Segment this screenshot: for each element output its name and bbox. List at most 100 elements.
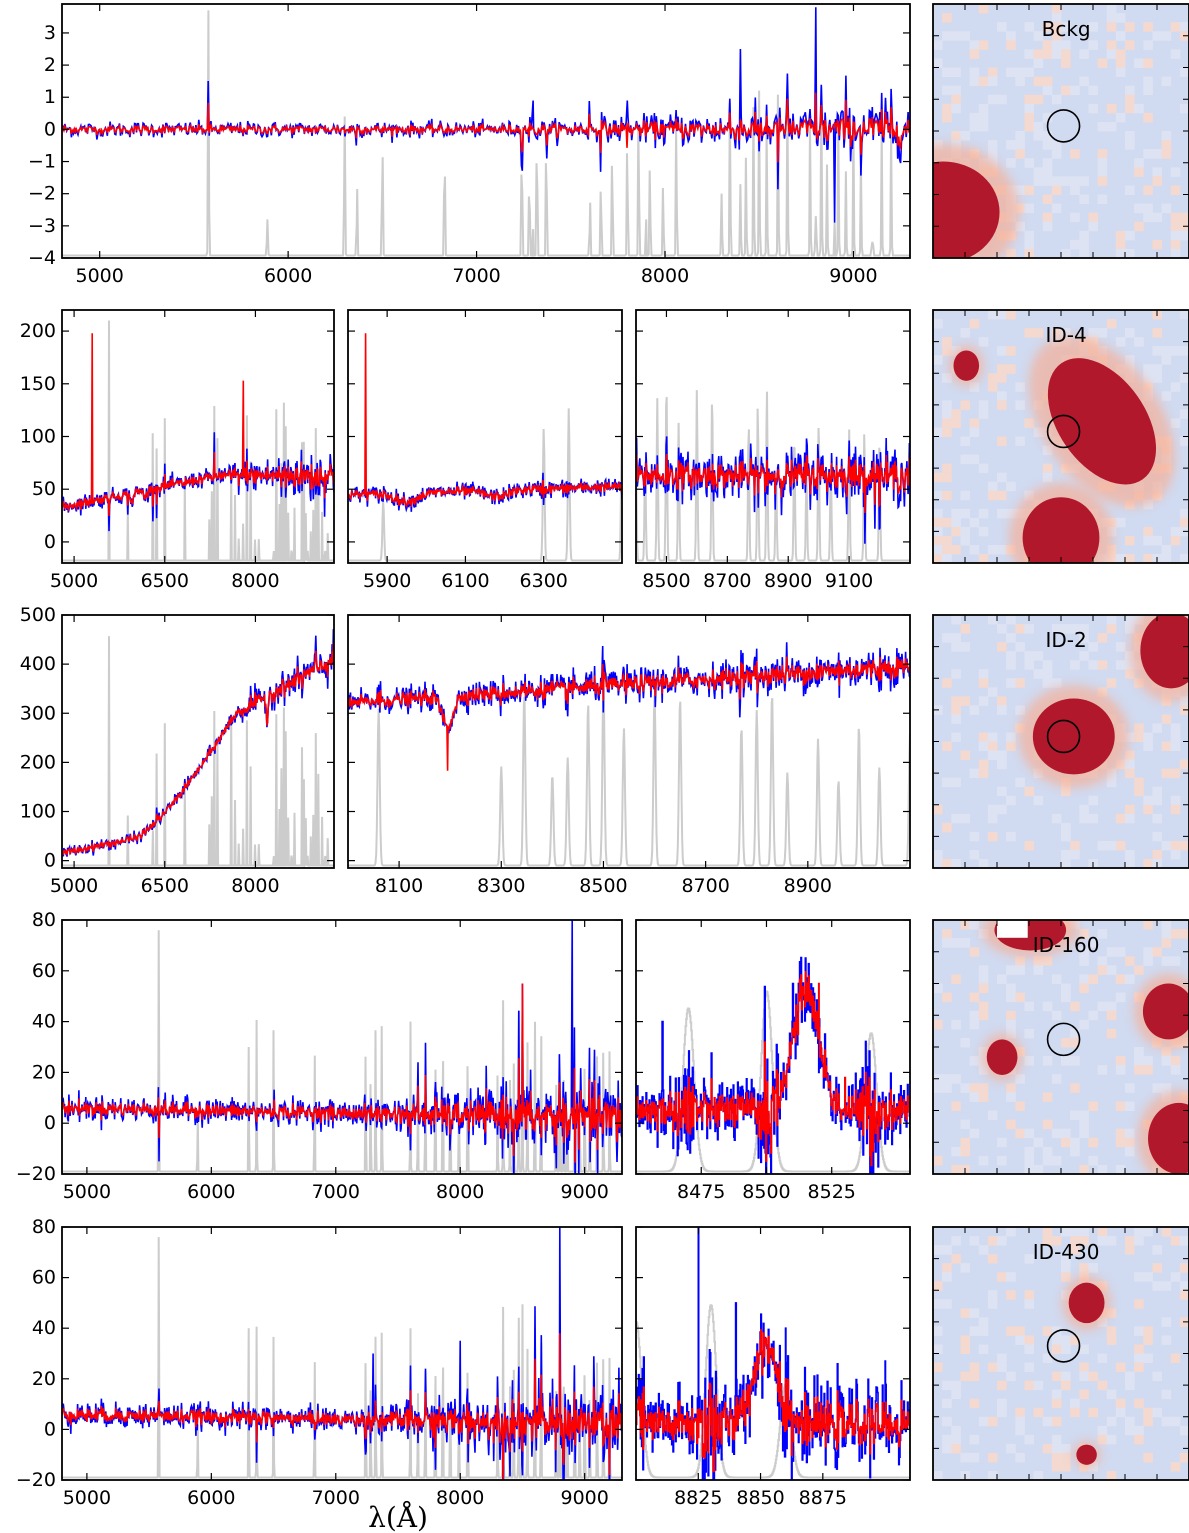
x-tick-label: 8525 (808, 1181, 856, 1203)
aperture-circle (1046, 1022, 1081, 1057)
source-blob (1140, 615, 1189, 689)
sky-spectrum-line (62, 320, 334, 563)
sky-spectrum-line (636, 990, 910, 1173)
y-tick-label: 0 (44, 850, 56, 872)
image-panel-id-2: ID-2 (932, 614, 1189, 869)
y-tick-label: 80 (32, 1216, 56, 1238)
model-spectrum-line (348, 656, 910, 771)
observed-spectrum-line (62, 920, 622, 1174)
image-panels: Bckg ID-4 ID-2 ID-160 ID-430 (932, 3, 1189, 1481)
x-tick-label: 8700 (681, 875, 729, 897)
y-tick-label: −4 (28, 247, 56, 269)
source-blob (986, 1039, 1018, 1075)
y-tick-label: −3 (28, 215, 56, 237)
source-blob (933, 161, 1000, 258)
observed-spectrum-line (62, 629, 334, 857)
x-tick-label: 9000 (560, 1487, 608, 1509)
image-panel-label: ID-160 (1033, 933, 1100, 957)
y-tick-label: 200 (20, 751, 56, 773)
spectrum-panel-2: 5900 6100 6300 (347, 309, 623, 592)
y-tick-label: 0 (44, 531, 56, 553)
model-spectrum-line (636, 971, 910, 1167)
x-tick-label: 7000 (312, 1181, 360, 1203)
x-tick-label: 6100 (441, 570, 489, 592)
y-tick-label: 3 (44, 22, 56, 44)
sky-spectrum-line (348, 408, 622, 562)
y-tick-label: −20 (16, 1163, 56, 1185)
x-tick-label: 9100 (825, 570, 873, 592)
y-tick-label: 0 (44, 118, 56, 140)
y-tick-label: 1 (44, 86, 56, 108)
y-tick-label: 20 (32, 1061, 56, 1083)
panel-frame (61, 1226, 623, 1481)
x-tick-label: 8875 (799, 1487, 847, 1509)
sky-spectrum-line (62, 10, 910, 257)
model-spectrum-line (348, 333, 622, 508)
x-tick-label: 5000 (63, 1487, 111, 1509)
spectrum-panel-3: 8500 8700 8900 9100 (635, 309, 911, 592)
image-panel-id-160: ID-160 (932, 919, 1189, 1175)
aperture-circle (1046, 1329, 1081, 1363)
x-tick-label: 8900 (764, 570, 812, 592)
source-blob (1047, 358, 1157, 485)
model-spectrum-line (62, 92, 910, 163)
x-tick-label: 5900 (363, 570, 411, 592)
observed-spectrum-line (348, 642, 910, 734)
model-spectrum-line (62, 642, 334, 856)
panel-frame (61, 3, 911, 259)
x-tick-label: 8700 (703, 570, 751, 592)
x-tick-label: 6000 (187, 1487, 235, 1509)
x-tick-label: 8000 (231, 875, 279, 897)
model-spectrum-line (636, 1329, 910, 1473)
y-tick-label: 20 (32, 1368, 56, 1390)
source-blob (1148, 1102, 1189, 1174)
y-tick-label: −20 (16, 1469, 56, 1491)
y-tick-label: 0 (44, 1112, 56, 1134)
panel-frame (61, 309, 335, 564)
x-tick-label: 5000 (50, 570, 98, 592)
panel-frame (347, 614, 911, 869)
y-tick-label: 80 (32, 909, 56, 931)
spectrum-panel-8: 5000 6000 7000 8000 9000 80 60 40 20 0 −20 (16, 1216, 623, 1509)
aperture-circle (1046, 719, 1081, 754)
y-tick-label: 100 (20, 801, 56, 823)
x-tick-label: 8900 (784, 875, 832, 897)
y-tick-label: 200 (20, 320, 56, 342)
x-tick-label: 7000 (312, 1487, 360, 1509)
x-tick-label: 5000 (50, 875, 98, 897)
y-tick-label: −2 (28, 183, 56, 205)
x-axis-label: λ(Å) (368, 1501, 428, 1533)
x-tick-label: 8100 (375, 875, 423, 897)
x-tick-label: 8000 (231, 570, 279, 592)
x-tick-label: 8500 (642, 570, 690, 592)
spectrum-panel-5: 8100 8300 8500 8700 8900 (347, 614, 911, 897)
image-panel-id-430: ID-430 (932, 1226, 1189, 1481)
panel-frame (347, 309, 623, 564)
spectrum-panel-0: 5000 6000 7000 8000 9000 3 2 1 0 −1 −2 −3 −4 (28, 3, 911, 287)
x-tick-label: 6000 (264, 265, 312, 287)
y-tick-label: 60 (32, 1267, 56, 1289)
spectrum-panel-6: 5000 6000 7000 8000 9000 80 60 40 20 0 −20 (16, 909, 623, 1203)
image-panel-bckg: Bckg (932, 3, 1189, 259)
x-tick-label: 5000 (63, 1181, 111, 1203)
model-spectrum-line (62, 983, 622, 1163)
x-tick-label: 6500 (141, 570, 189, 592)
panel-frame (635, 1226, 911, 1481)
y-tick-label: 60 (32, 960, 56, 982)
image-panel-label: ID-2 (1045, 628, 1086, 652)
image-panel-id-4: ID-4 (932, 309, 1189, 564)
y-tick-label: 100 (20, 426, 56, 448)
source-blob (1068, 1282, 1105, 1324)
y-tick-label: 40 (32, 1317, 56, 1339)
spectrum-panel-1: 5000 6500 8000 200 150 100 50 0 (20, 309, 335, 592)
x-tick-label: 8850 (736, 1487, 784, 1509)
y-tick-label: 150 (20, 373, 56, 395)
x-tick-label: 8825 (674, 1487, 722, 1509)
x-tick-label: 7000 (452, 265, 500, 287)
image-panel-label: ID-430 (1033, 1240, 1100, 1264)
x-tick-label: 6000 (187, 1181, 235, 1203)
source-blob (1032, 698, 1115, 775)
sky-spectrum-line (636, 1304, 910, 1479)
